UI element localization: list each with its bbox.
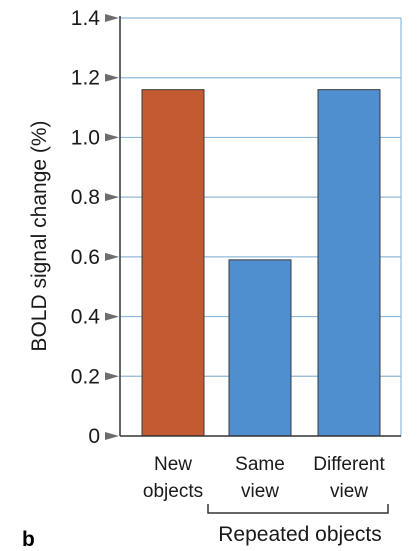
y-tick-marker [105, 372, 119, 381]
group-bracket: Repeated objects [207, 504, 389, 546]
y-tick-label: 0.6 [71, 246, 100, 269]
x-category-label: objects [143, 481, 203, 502]
y-ticks: 0 0.2 0.4 0.6 0.8 1.0 1.2 1.4 [71, 7, 119, 448]
y-tick-marker [105, 432, 119, 440]
x-category-label: New [154, 454, 192, 475]
y-tick-marker [105, 14, 119, 22]
y-tick-marker [105, 133, 119, 142]
x-category-labels: New objects Same view Different view [143, 454, 386, 502]
bar [317, 89, 381, 437]
y-tick-marker [105, 193, 119, 202]
y-tick-label: 0.4 [71, 306, 101, 329]
x-category-label: view [241, 481, 279, 502]
y-tick-label: 0.8 [71, 186, 100, 209]
y-tick-marker [105, 252, 119, 261]
x-category-label: view [330, 481, 368, 502]
bar [228, 259, 292, 437]
y-tick-label: 0.2 [71, 365, 100, 388]
x-category-label: Different [313, 454, 385, 475]
y-axis-label: BOLD signal change (%) [28, 120, 51, 351]
x-category-label: Same [235, 454, 285, 475]
y-tick-marker [105, 312, 119, 321]
y-tick-label: 1.4 [71, 7, 101, 30]
y-tick-label: 1.2 [71, 67, 100, 90]
group-label: Repeated objects [218, 523, 381, 546]
panel-label: b [22, 528, 35, 551]
y-tick-label: 1.0 [71, 126, 100, 149]
axes [119, 16, 401, 437]
y-tick-marker [105, 73, 119, 82]
bar [141, 89, 205, 437]
bars [141, 89, 381, 437]
group-bracket-line [207, 504, 389, 514]
y-tick-label: 0 [88, 425, 100, 448]
